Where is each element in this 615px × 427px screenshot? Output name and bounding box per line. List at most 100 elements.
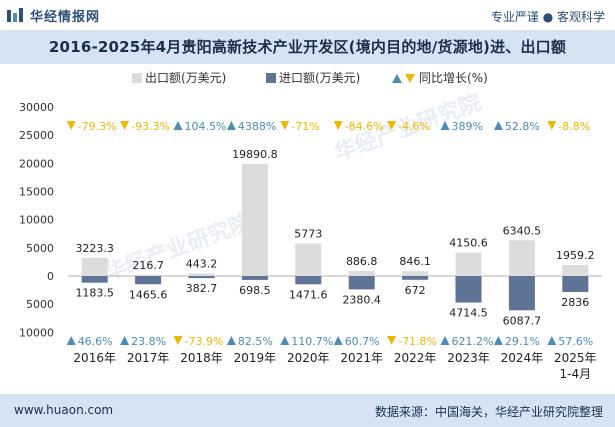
export-growth-label: 52.8% [505, 120, 540, 133]
export-bar [188, 273, 215, 276]
top-bar: 华经情报网 专业严谨 ● 客观科学 [0, 0, 615, 31]
legend-down-triangle [405, 74, 415, 83]
export-growth-down-icon [120, 121, 130, 130]
export-bar [81, 257, 108, 276]
export-value-label: 6340.5 [503, 224, 542, 237]
y-tick-label: 0 [47, 270, 54, 283]
export-growth-down-icon [333, 121, 343, 130]
export-growth-label: -79.3% [78, 120, 117, 133]
export-growth-up-icon [173, 121, 183, 130]
export-value-label: 443.2 [186, 258, 218, 271]
export-growth-label: 4388% [238, 120, 276, 133]
import-bar [81, 276, 108, 283]
import-value-label: 382.7 [186, 282, 218, 295]
export-growth-up-icon [493, 121, 503, 130]
y-tick-label: 10000 [19, 214, 54, 227]
x-tick-label: 2022年 [394, 351, 437, 365]
export-value-label: 4150.6 [449, 237, 488, 250]
import-value-label: 672 [405, 284, 426, 297]
export-value-label: 216.7 [132, 259, 164, 272]
x-tick-label: 2020年 [287, 351, 330, 365]
export-growth-label: -84.6% [345, 120, 384, 133]
import-growth-up-icon [66, 336, 76, 345]
import-value-label: 6087.7 [503, 314, 542, 327]
x-tick-label: 2023年 [447, 351, 490, 365]
import-bar [508, 276, 535, 311]
legend-import-label: 进口额(万美元) [279, 71, 360, 85]
chart-title: 2016-2025年4月贵阳高新技术产业开发区(境内目的地/货源地)进、出口额 [48, 38, 567, 56]
tagline: 专业严谨 ● 客观科学 [490, 10, 605, 24]
import-value-label: 2380.4 [342, 293, 381, 306]
import-growth-down-icon [387, 336, 397, 345]
export-value-label: 19890.8 [232, 148, 278, 161]
import-growth-up-icon [120, 336, 130, 345]
export-growth-label: 389% [452, 120, 483, 133]
y-tick-label: 30000 [19, 101, 54, 114]
title-bar: 2016-2025年4月贵阳高新技术产业开发区(境内目的地/货源地)进、出口额 [0, 31, 615, 64]
import-growth-up-icon [226, 336, 236, 345]
x-tick-label: 2018年 [180, 351, 223, 365]
export-growth-down-icon [547, 121, 557, 130]
x-tick-label: 1-4月 [559, 367, 591, 381]
import-value-label: 2836 [561, 296, 589, 309]
y-tick-label: 20000 [19, 157, 54, 170]
import-growth-label: -73.9% [185, 335, 224, 348]
y-tick-label: 10000 [19, 326, 54, 339]
brand-logo-icon [7, 7, 23, 22]
legend-export-label: 出口额(万美元) [145, 71, 226, 85]
export-bar [295, 243, 322, 276]
export-value-label: 846.1 [399, 255, 431, 268]
import-growth-label: 23.8% [131, 335, 166, 348]
x-tick-label: 2024年 [501, 351, 544, 365]
export-value-label: 886.8 [346, 255, 378, 268]
import-growth-label: -71.8% [398, 335, 437, 348]
import-bar [241, 276, 268, 280]
export-bar [455, 252, 482, 276]
export-growth-up-icon [440, 121, 450, 130]
x-tick-label: 2021年 [340, 351, 383, 365]
import-growth-label: 621.2% [452, 335, 494, 348]
export-growth-up-icon [226, 121, 236, 130]
import-value-label: 698.5 [239, 284, 271, 297]
export-value-label: 5773 [294, 227, 322, 240]
legend-import-swatch [266, 73, 276, 83]
export-value-label: 3223.3 [75, 242, 114, 255]
import-value-label: 1183.5 [75, 287, 114, 300]
import-bar [188, 276, 215, 279]
import-bar [562, 276, 589, 292]
export-growth-label: -8.8% [558, 120, 590, 133]
export-bar [402, 271, 429, 276]
export-growth-down-icon [280, 121, 290, 130]
export-bar [241, 163, 268, 276]
y-tick-label: 5000 [26, 298, 54, 311]
export-growth-down-icon [387, 121, 397, 130]
import-growth-label: 57.6% [558, 335, 593, 348]
x-tick-label: 2017年 [127, 351, 170, 365]
y-tick-label: 25000 [19, 129, 54, 142]
import-value-label: 1465.6 [129, 288, 168, 301]
x-tick-label: 2016年 [73, 351, 116, 365]
export-bar [508, 240, 535, 276]
import-growth-label: 29.1% [505, 335, 540, 348]
x-tick-label: 2025年 [554, 351, 597, 365]
chart: 出口额(万美元) 进口额(万美元) 同比增长(%) 30000 25000 20000 15… [19, 71, 602, 381]
import-growth-label: 110.7% [291, 335, 333, 348]
y-tick-label: 15000 [19, 186, 54, 199]
import-bar [455, 276, 482, 303]
export-bar [135, 274, 162, 276]
import-bar [135, 276, 162, 285]
legend-up-triangle [392, 74, 402, 83]
footer-website[interactable]: www.huaon.com [14, 403, 114, 417]
import-growth-label: 60.7% [345, 335, 380, 348]
export-value-label: 1959.2 [556, 249, 595, 262]
import-growth-up-icon [333, 336, 343, 345]
legend-growth-label: 同比增长(%) [419, 71, 488, 85]
import-bar [402, 276, 429, 280]
export-growth-label: 104.5% [185, 120, 227, 133]
footer: www.huaon.com 数据来源：中国海关，华经产业研究院整理 [0, 394, 615, 427]
brand: 华经情报网 [6, 6, 100, 25]
import-value-label: 1471.6 [289, 288, 328, 301]
import-growth-label: 82.5% [238, 335, 273, 348]
import-growth-up-icon [547, 336, 557, 345]
import-growth-up-icon [440, 336, 450, 345]
